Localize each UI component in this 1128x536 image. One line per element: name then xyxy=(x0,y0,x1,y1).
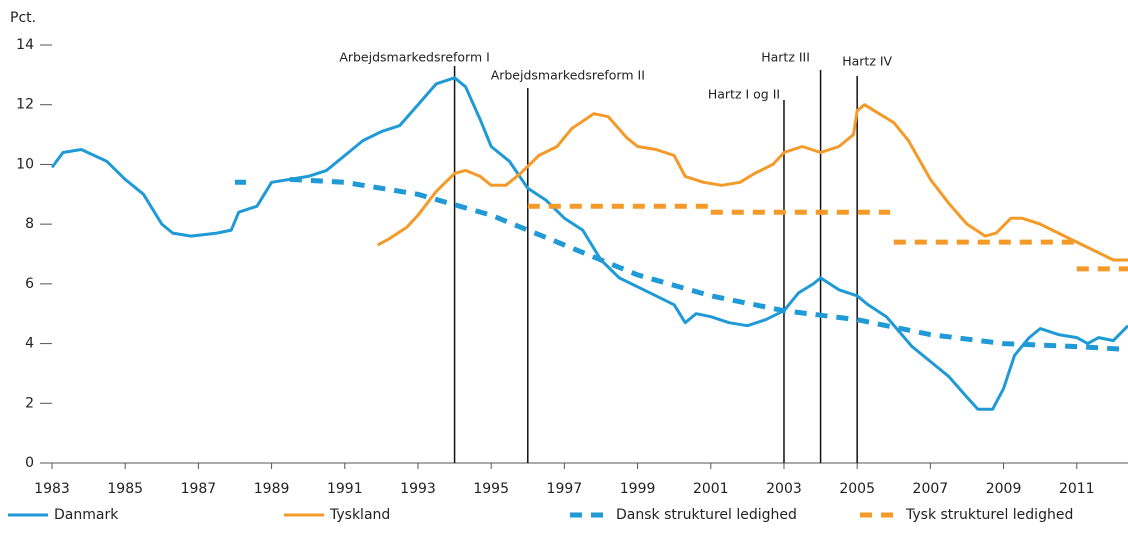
y-tick-label: 12 xyxy=(16,97,34,113)
y-tick-label: 8 xyxy=(25,216,34,232)
y-tick-label: 14 xyxy=(16,37,34,53)
y-tick-label: 6 xyxy=(25,276,34,292)
x-tick-label: 1997 xyxy=(547,481,583,497)
x-tick-label: 1987 xyxy=(181,481,217,497)
x-tick-label: 2007 xyxy=(913,481,949,497)
x-tick-label: 2011 xyxy=(1059,481,1095,497)
y-tick-label: 2 xyxy=(25,395,34,411)
annotation: Hartz I og II xyxy=(708,87,780,102)
y-tick-label: 4 xyxy=(25,336,34,352)
y-tick-label: 10 xyxy=(16,156,34,172)
x-tick-label: 2003 xyxy=(766,481,802,497)
x-tick-label: 2009 xyxy=(986,481,1022,497)
legend-label: Dansk strukturel ledighed xyxy=(616,507,797,523)
series-line xyxy=(376,103,1128,262)
annotation: Arbejdsmarkedsreform I xyxy=(339,50,490,65)
series-line xyxy=(50,76,1128,411)
annotation: Hartz III xyxy=(761,50,810,65)
x-tick-label: 1989 xyxy=(254,481,290,497)
legend-label: Tysk strukturel ledighed xyxy=(905,507,1073,523)
annotation: Arbejdsmarkedsreform II xyxy=(491,68,645,83)
y-tick-label: 0 xyxy=(25,455,34,471)
x-tick-label: 1985 xyxy=(107,481,143,497)
x-tick-label: 1983 xyxy=(34,481,70,497)
annotation: Hartz IV xyxy=(842,54,892,69)
legend-label: Tyskland xyxy=(329,507,390,523)
x-tick-label: 1995 xyxy=(473,481,509,497)
x-tick-label: 1993 xyxy=(400,481,436,497)
x-tick-label: 2001 xyxy=(693,481,729,497)
y-axis-label: Pct. xyxy=(10,10,36,26)
x-tick-label: 2005 xyxy=(839,481,875,497)
series-line xyxy=(235,176,1128,352)
x-tick-label: 1999 xyxy=(620,481,656,497)
series-line xyxy=(527,203,1128,272)
legend-label: Danmark xyxy=(54,507,119,523)
x-tick-label: 1991 xyxy=(327,481,363,497)
